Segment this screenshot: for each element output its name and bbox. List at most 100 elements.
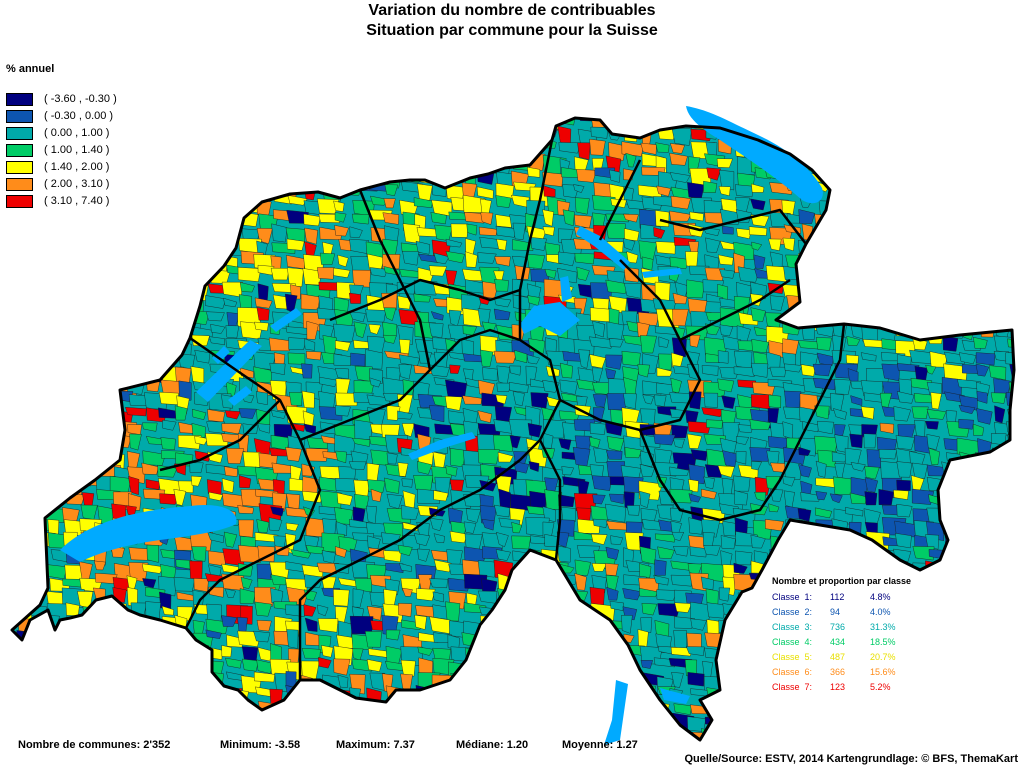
commune-cell [864,154,889,175]
commune-cell [318,657,332,669]
commune-cell [815,460,827,478]
commune-cell [735,450,747,465]
commune-cell [895,729,915,740]
class-stats-title: Nombre et proportion par classe [772,576,912,586]
commune-cell [383,307,397,322]
commune-cell [432,744,445,745]
commune-cell [960,490,971,504]
commune-cell [589,138,606,156]
commune-cell [46,703,57,718]
commune-cell [959,574,971,588]
commune-cell [608,142,627,162]
commune-cell [733,648,756,662]
commune-cell [466,223,478,236]
commune-cell [194,435,209,446]
commune-cell [509,604,533,615]
commune-cell [97,280,112,297]
commune-cell [60,448,79,467]
commune-cell [860,406,875,420]
commune-cell [159,591,172,610]
commune-cell [558,142,582,154]
commune-cell [861,227,877,245]
commune-cell [866,449,882,469]
commune-cell [977,728,999,740]
commune-cell [210,323,226,334]
commune-cell [112,309,131,326]
commune-cell [224,209,243,222]
commune-cell [334,368,349,380]
commune-cell [1009,283,1014,300]
commune-cell [335,340,351,352]
commune-cell [12,198,18,214]
commune-cell [192,118,209,127]
commune-cell [562,209,575,227]
commune-cell [33,240,55,260]
commune-cell [192,256,210,266]
commune-cell [880,195,904,208]
cantonal-border [518,139,554,340]
commune-cell [82,310,107,325]
commune-cell [721,630,745,648]
commune-cell [671,672,684,688]
commune-cell [401,701,417,716]
commune-cell [146,98,167,107]
commune-cell [194,125,212,145]
commune-cell [735,184,754,198]
commune-cell [878,241,900,260]
commune-cell [750,214,770,227]
commune-cell [750,659,768,676]
commune-cell [30,209,53,224]
commune-cell [895,671,907,685]
commune-cell [109,629,130,646]
commune-cell [178,480,194,494]
commune-cell [157,631,170,647]
lake-zug [560,276,572,302]
commune-cell [957,124,981,134]
commune-cell [47,490,61,499]
commune-cell [542,703,557,716]
commune-cell [93,674,106,690]
commune-cell [402,251,419,266]
commune-cell [141,196,158,207]
commune-cell [930,703,946,716]
commune-cell [221,645,232,658]
commune-cell [126,676,148,693]
commune-cell [909,589,926,600]
commune-cell [146,660,167,671]
commune-cell [542,226,555,236]
commune-cell [302,118,321,125]
commune-cell [289,392,303,407]
commune-cell [895,282,911,293]
commune-cell [63,198,79,210]
commune-cell [819,101,833,118]
commune-cell [12,464,21,482]
commune-cell [433,252,450,265]
commune-cell [174,704,191,716]
commune-cell [910,726,931,739]
commune-cell [366,154,384,167]
commune-cell [912,293,936,312]
class-stat-label: Classe 2: [772,607,813,617]
commune-cell [893,153,916,164]
commune-cell [864,297,880,311]
commune-cell [159,688,174,699]
commune-cell [82,700,94,717]
commune-cell [369,172,382,182]
commune-cell [816,714,833,734]
lake-constance [686,106,823,204]
commune-cell [958,728,983,740]
commune-cell [12,491,26,508]
commune-cell [304,338,316,351]
commune-cell [510,590,526,603]
commune-cell [14,672,35,688]
commune-cell [669,392,691,404]
commune-cell [31,676,48,693]
commune-cell [557,587,571,598]
commune-cell [1009,196,1014,217]
commune-cell [818,535,841,551]
commune-cell [191,423,206,438]
commune-cell [45,672,66,687]
minimum-value: Minimum: -3.58 [220,739,301,751]
commune-cell [254,586,276,607]
commune-cell [752,729,776,740]
